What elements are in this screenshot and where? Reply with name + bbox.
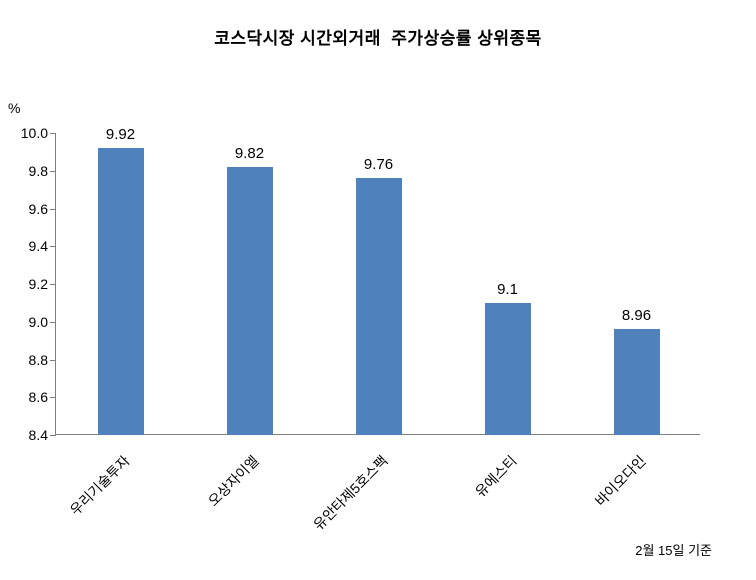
y-tick-mark <box>50 208 56 210</box>
x-category-label: 오상자이엘 <box>204 452 262 510</box>
x-category-label: 우리기술투자 <box>66 452 133 519</box>
y-axis-unit-label: % <box>8 100 21 116</box>
y-tick-label: 9.8 <box>28 162 48 179</box>
y-tick-mark <box>50 170 56 172</box>
y-tick-mark <box>50 246 56 248</box>
y-tick-mark <box>50 397 56 399</box>
y-tick-label: 9.2 <box>28 276 48 292</box>
x-category-label: 바이오다인 <box>591 452 649 510</box>
bar-value-label: 9.82 <box>234 144 265 162</box>
x-category-label: 유에스티 <box>471 452 520 501</box>
bar-value-label: 8.96 <box>621 307 652 325</box>
chart-title: 코스닥시장 시간외거래 주가상승률 상위종목 <box>214 29 542 48</box>
x-axis-labels: 우리기술투자 오상자이엘 유안타제5호스팩 유에스티 바이오다인 <box>55 441 700 580</box>
plot-area: 9.92 9.82 9.76 9.1 8.96 <box>50 126 700 436</box>
bar <box>97 148 144 435</box>
y-tick-label: 9.6 <box>28 200 48 217</box>
y-tick-mark <box>50 435 56 436</box>
y-tick-label: 8.6 <box>28 389 48 406</box>
x-category-label: 유안타제5호스팩 <box>309 452 391 533</box>
y-tick-mark <box>50 359 56 361</box>
y-axis: 10.0 9.8 9.6 9.4 9.2 9.0 8.8 8.6 8.4 <box>0 125 48 443</box>
y-tick-label: 8.4 <box>28 427 48 443</box>
bar-value-label: 9.76 <box>363 156 394 174</box>
bar-value-label: 9.1 <box>497 280 518 298</box>
footnote: 2월 15일 기준 <box>635 543 712 558</box>
y-tick-label: 10.0 <box>20 125 48 141</box>
y-tick-label: 8.8 <box>28 351 48 368</box>
bar <box>484 302 531 435</box>
bar <box>613 329 660 435</box>
bar <box>355 178 402 435</box>
y-tick-label: 9.4 <box>28 238 48 255</box>
bar-value-label: 9.92 <box>105 126 136 144</box>
y-tick-mark <box>50 284 56 285</box>
y-tick-label: 9.0 <box>28 313 48 330</box>
y-tick-mark <box>50 321 56 323</box>
y-tick-mark <box>50 133 56 134</box>
bar <box>226 166 273 435</box>
